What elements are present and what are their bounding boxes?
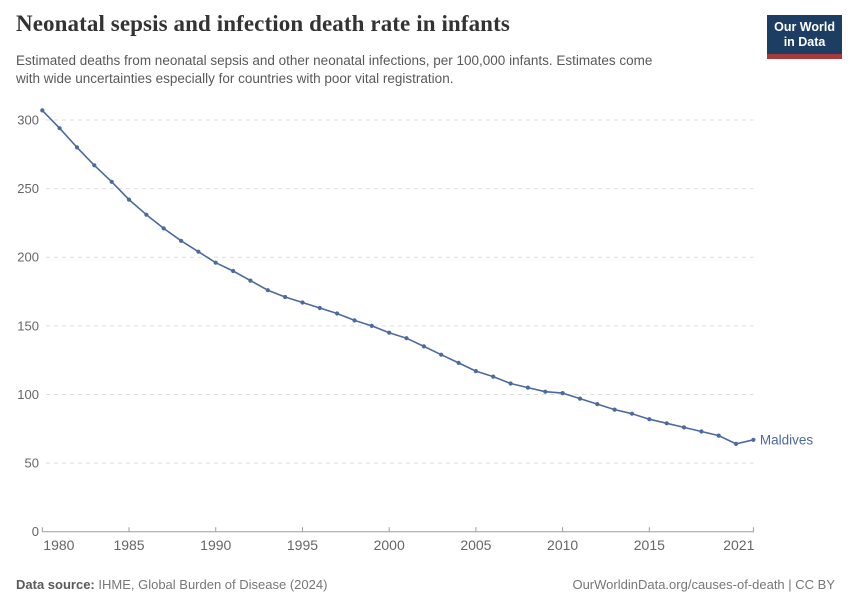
owid-logo[interactable]: Our World in Data bbox=[767, 15, 842, 59]
data-source-note: Data source: IHME, Global Burden of Dise… bbox=[16, 577, 327, 592]
data-point-2013[interactable] bbox=[612, 407, 617, 412]
y-tick-label-0: 0 bbox=[32, 524, 39, 539]
data-point-2012[interactable] bbox=[595, 402, 600, 407]
data-point-1986[interactable] bbox=[144, 212, 149, 217]
data-point-1994[interactable] bbox=[283, 294, 288, 300]
data-source-value: IHME, Global Burden of Disease (2024) bbox=[94, 577, 328, 592]
data-point-1998[interactable] bbox=[352, 318, 357, 323]
data-point-2018[interactable] bbox=[699, 429, 704, 434]
page-title: Neonatal sepsis and infection death rate… bbox=[16, 11, 510, 36]
subtitle-line-1: Estimated deaths from neonatal sepsis an… bbox=[16, 53, 653, 68]
data-point-1980[interactable] bbox=[40, 108, 45, 113]
y-tick-label-200: 200 bbox=[17, 250, 39, 265]
data-point-1988[interactable] bbox=[179, 238, 184, 243]
data-point-2017[interactable] bbox=[681, 425, 687, 430]
data-point-2002[interactable] bbox=[421, 344, 426, 349]
data-point-2015[interactable] bbox=[647, 417, 652, 422]
data-point-2006[interactable] bbox=[491, 374, 496, 379]
data-point-1984[interactable] bbox=[109, 179, 114, 184]
subtitle-line-2: with wide uncertainties especially for c… bbox=[16, 71, 454, 86]
data-point-1982[interactable] bbox=[74, 145, 80, 150]
x-tick-label-2010: 2010 bbox=[547, 537, 578, 553]
data-point-1983[interactable] bbox=[92, 163, 97, 168]
data-point-1997[interactable] bbox=[335, 311, 340, 316]
data-point-2014[interactable] bbox=[629, 411, 635, 416]
entity-label[interactable]: Maldives bbox=[760, 432, 814, 447]
y-tick-label-150: 150 bbox=[17, 318, 39, 333]
data-point-1989[interactable] bbox=[196, 249, 201, 254]
y-tick-label-250: 250 bbox=[17, 181, 39, 196]
data-point-2016[interactable] bbox=[664, 421, 669, 426]
data-point-2003[interactable] bbox=[439, 352, 444, 357]
data-point-2000[interactable] bbox=[387, 330, 392, 335]
owid-logo-line1: Our World bbox=[774, 20, 835, 34]
x-tick-label-1985: 1985 bbox=[113, 537, 144, 553]
data-point-2005[interactable] bbox=[473, 369, 478, 374]
data-point-2001[interactable] bbox=[404, 336, 409, 341]
credit-link[interactable]: OurWorldinData.org/causes-of-death | CC … bbox=[572, 577, 835, 592]
data-point-1987[interactable] bbox=[161, 226, 166, 231]
owid-logo-line2: in Data bbox=[783, 35, 826, 49]
data-point-2010[interactable] bbox=[560, 391, 565, 396]
data-point-2011[interactable] bbox=[577, 396, 583, 401]
data-point-1990[interactable] bbox=[213, 260, 218, 265]
data-source-label: Data source: bbox=[16, 577, 95, 592]
y-tick-label-300: 300 bbox=[17, 113, 39, 128]
data-point-2009[interactable] bbox=[543, 389, 548, 394]
x-tick-label-1990: 1990 bbox=[200, 537, 231, 553]
data-point-1985[interactable] bbox=[126, 197, 132, 202]
data-point-2020[interactable] bbox=[734, 441, 739, 446]
data-point-2021[interactable] bbox=[751, 437, 756, 442]
x-tick-label-2015: 2015 bbox=[634, 537, 665, 553]
data-point-1995[interactable] bbox=[300, 300, 305, 305]
x-tick-label-1995: 1995 bbox=[287, 537, 318, 553]
data-point-2019[interactable] bbox=[716, 433, 721, 438]
x-tick-label-1980: 1980 bbox=[43, 537, 74, 553]
data-point-1999[interactable] bbox=[369, 323, 374, 328]
x-tick-label-2021: 2021 bbox=[723, 537, 754, 553]
data-point-1991[interactable] bbox=[231, 268, 236, 274]
chart-subtitle: Estimated deaths from neonatal sepsis an… bbox=[16, 52, 736, 88]
x-tick-label-2000: 2000 bbox=[374, 537, 405, 553]
data-point-2007[interactable] bbox=[508, 381, 513, 386]
x-tick-label-2005: 2005 bbox=[460, 537, 491, 553]
data-point-1992[interactable] bbox=[248, 278, 253, 283]
data-line-maldives[interactable] bbox=[41, 109, 755, 445]
data-point-2004[interactable] bbox=[456, 360, 461, 365]
x-axis-line bbox=[41, 527, 754, 533]
data-point-1996[interactable] bbox=[317, 305, 322, 311]
y-tick-label-100: 100 bbox=[17, 387, 39, 402]
data-point-2008[interactable] bbox=[525, 385, 531, 390]
y-tick-label-50: 50 bbox=[25, 456, 39, 471]
data-point-1993[interactable] bbox=[265, 288, 270, 293]
data-point-1981[interactable] bbox=[57, 126, 62, 131]
